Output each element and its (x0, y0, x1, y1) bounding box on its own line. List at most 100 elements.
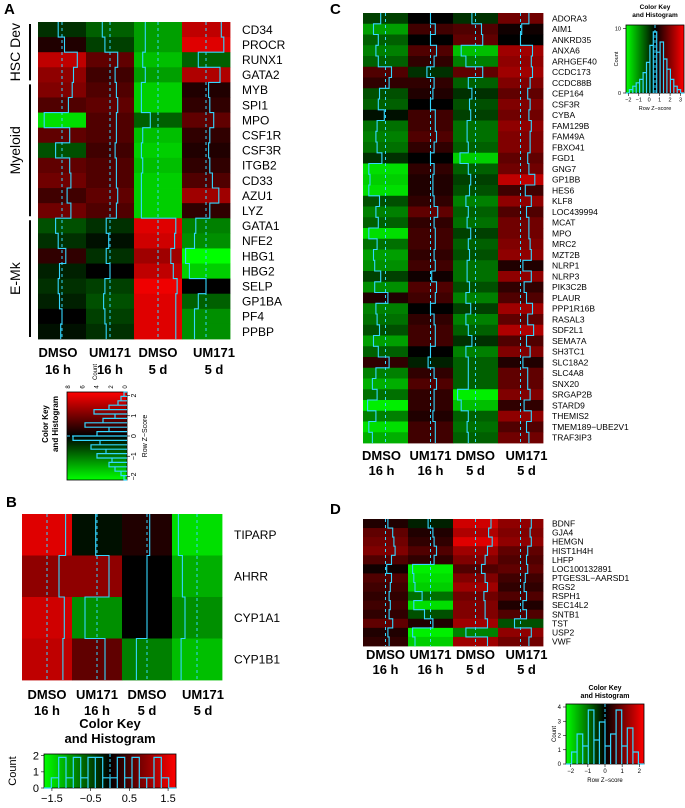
row-label-a: SPI1 (242, 98, 268, 112)
key-y-tick-label-a: 2 (109, 385, 115, 389)
column-label-c: 16 h (368, 463, 394, 478)
heatmap-cell-c (498, 281, 544, 293)
key-y-tick-label-a: 0 (123, 385, 129, 389)
row-label-d: TST (552, 618, 568, 628)
heatmap-cell-a (38, 37, 87, 53)
key-x-tick-label-d: −1 (584, 769, 592, 775)
heatmap-cell-a (38, 67, 87, 83)
column-label-a: 5 d (205, 362, 224, 377)
heatmap-cell-d (408, 591, 454, 602)
heatmap-cell-c (498, 120, 544, 132)
key-histogram-b (44, 756, 176, 789)
row-label-c: ANKRD35 (552, 35, 591, 45)
row-label-a: ITGB2 (242, 159, 277, 173)
heatmap-cell-c (453, 432, 499, 444)
key-x-tick-label-c: 0 (648, 98, 651, 104)
column-label-b: UM171 (182, 687, 224, 702)
heatmap-cell-c (453, 238, 499, 250)
key-x-tick-label-c: −1 (636, 98, 642, 104)
key-title-d: and Histogram (580, 693, 629, 700)
heatmap-cell-c (363, 66, 409, 78)
column-label-d: DMSO (456, 647, 495, 662)
heatmap-cell-c (363, 23, 409, 35)
column-label-d: 16 h (417, 662, 443, 677)
heatmap-cell-c (498, 324, 544, 336)
key-y-tick-label-d: 3 (558, 719, 562, 725)
heatmap-cell-d (363, 627, 409, 638)
heatmap-cell-d (453, 537, 499, 547)
trace-line-c (519, 13, 536, 443)
key-x-tick-label-d: 0 (603, 769, 607, 775)
heatmap-cell-d (453, 609, 499, 620)
heatmap-cell-d (363, 591, 409, 602)
panel-label-d: D (330, 501, 341, 518)
row-label-c: SEMA7A (552, 336, 587, 346)
heatmap-cell-a (86, 323, 135, 340)
heatmap-cell-d (408, 573, 454, 583)
heatmap-cell-c (498, 13, 544, 25)
heatmap-cell-a (38, 157, 87, 174)
key-title-d: Color Key (588, 685, 621, 692)
heatmap-cell-c (453, 34, 499, 46)
key-x-tick-label-d: 1 (620, 769, 624, 775)
heatmap-cell-a (134, 97, 183, 113)
heatmap-cell-d (498, 537, 544, 547)
trace-line-c (457, 13, 484, 443)
key-y-tick-label-a: 6 (80, 385, 86, 389)
key-histogram-a (72, 391, 127, 481)
heatmap-cell-d (498, 573, 544, 583)
key-x-tick-label-b: 1.5 (160, 793, 175, 805)
heatmap-cell-c (408, 271, 454, 283)
heatmap-cell-a (134, 233, 183, 249)
heatmap-cell-c (408, 324, 454, 336)
color-key-a: Color Key and Histogram −2 −1 0 1 2 Row Z−Score… (41, 364, 149, 481)
row-label-c: CEP164 (552, 89, 584, 99)
row-label-b: CYP1A1 (234, 611, 280, 625)
column-label-c: UM171 (410, 448, 452, 463)
column-label-d: UM171 (506, 647, 548, 662)
heatmap-cell-d (363, 537, 409, 547)
key-x-tick-label-d: −2 (567, 769, 575, 775)
key-y-tick-label-c: 10 (615, 26, 621, 32)
heatmap-cell-c (453, 131, 499, 143)
key-y-tick-label-b: 2 (33, 751, 39, 763)
heatmap-cell-c (363, 120, 409, 132)
row-label-c: GNG7 (552, 164, 576, 174)
row-label-d: LHFP (552, 555, 574, 565)
heatmap-cell-c (408, 77, 454, 89)
trace-line-a (140, 22, 178, 339)
key-x-tick-label-a: 0 (131, 434, 138, 438)
heatmap-cell-a (86, 97, 135, 113)
row-label-a: HBG2 (242, 264, 275, 278)
key-y-tick-label-d: 2 (558, 734, 562, 740)
key-x-label-a: Row Z−Score (142, 415, 149, 458)
key-y-tick-label-d: 0 (558, 762, 562, 768)
row-label-c: MCAT (552, 218, 575, 228)
key-histogram-c (626, 31, 684, 94)
heatmap-cell-a (182, 127, 231, 144)
heatmap-cell-c (408, 238, 454, 250)
heatmap-cell-c (453, 217, 499, 229)
heatmap-cell-a (38, 233, 87, 249)
heatmap-cell-c (498, 389, 544, 401)
row-label-c: CCDC88B (552, 78, 592, 88)
heatmap-cell-a (182, 37, 231, 53)
row-label-a: GATA1 (242, 219, 280, 233)
heatmap-cell-a (134, 127, 183, 144)
heatmap-cell-d (363, 573, 409, 583)
heatmap-cell-c (363, 378, 409, 390)
heatmap-cell-c (453, 13, 499, 25)
key-x-tick-label-a: −1 (131, 452, 138, 460)
row-label-d: SNTB1 (552, 609, 580, 619)
trace-line-c (367, 13, 393, 443)
row-label-a: HBG1 (242, 249, 275, 263)
column-label-a: 16 h (45, 362, 71, 377)
row-label-a: MYB (242, 83, 268, 97)
heatmap-cell-d (363, 555, 409, 565)
key-x-tick-label-a: 2 (131, 393, 138, 397)
heatmap-cell-d (363, 519, 409, 529)
heatmap-cell-a (182, 67, 231, 83)
